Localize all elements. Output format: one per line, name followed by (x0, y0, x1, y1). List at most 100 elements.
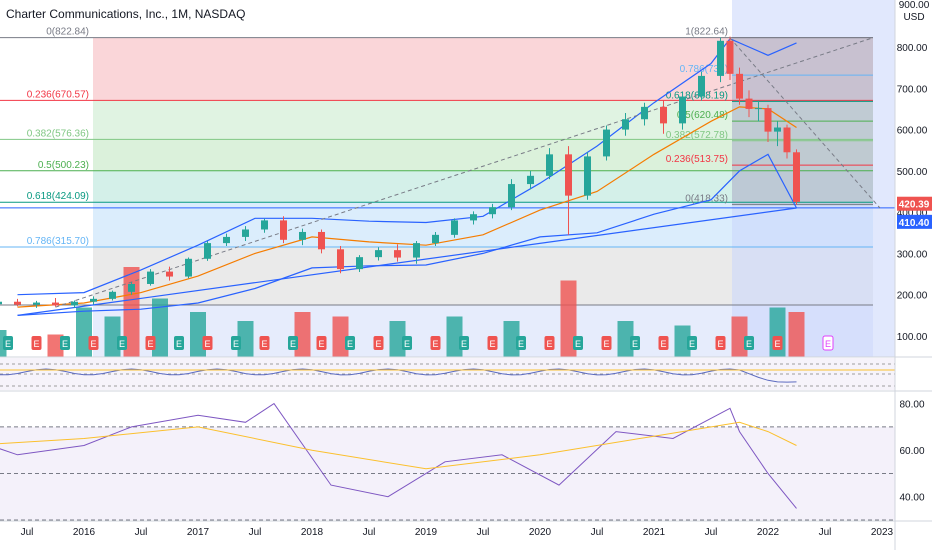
candle-body (660, 106, 667, 124)
candle (33, 300, 40, 308)
earnings-letter: E (375, 339, 381, 349)
x-tick-label: Jul (249, 527, 262, 538)
volume-bar (446, 316, 463, 357)
moving-average (17, 106, 797, 308)
earnings-marker: E (573, 336, 583, 350)
earnings-marker: E (430, 336, 441, 350)
earnings-marker: E (516, 336, 526, 350)
indicator2-y-tick: 80.00 (899, 400, 924, 411)
candle (356, 255, 363, 273)
candle-body (470, 214, 477, 221)
earnings-badge (145, 336, 156, 350)
indicator1-line (0, 368, 797, 383)
fib-right-label: 0.786(732) (680, 64, 728, 75)
candle-body (489, 207, 496, 215)
candle-body (736, 73, 743, 99)
candle (318, 229, 325, 254)
earnings-badge (744, 336, 754, 350)
price-y-tick: 600.00 (897, 126, 928, 137)
candle (90, 296, 97, 305)
candle-body (33, 302, 40, 305)
earnings-letter: E (575, 339, 581, 349)
candle-body (242, 229, 249, 237)
fib-level-label: 0.786(315.70) (27, 236, 89, 247)
candle-body (764, 108, 772, 132)
earnings-marker: E (601, 336, 612, 350)
candle-body (565, 154, 572, 196)
earnings-badge (715, 336, 726, 350)
candle (432, 231, 439, 246)
candle (641, 102, 648, 126)
volume-bar (503, 321, 520, 357)
x-tick-label: Jul (363, 527, 376, 538)
chart-title: Charter Communications, Inc., 1M, NASDAQ (6, 7, 245, 21)
x-tick-label: 2020 (529, 527, 552, 538)
candle-body (774, 127, 781, 132)
fib-right-label: 0.236(513.75) (666, 154, 728, 165)
volume-bar (237, 321, 254, 357)
x-tick-label: 2019 (415, 527, 438, 538)
earnings-marker: E (202, 336, 213, 350)
candle (736, 67, 743, 105)
x-tick-label: 2017 (187, 527, 210, 538)
earnings-marker: E (259, 336, 270, 350)
candle (764, 104, 772, 142)
last-price-badge: 420.39 (897, 196, 932, 211)
candle (204, 241, 211, 261)
candle (0, 301, 2, 305)
earnings-marker: E (373, 336, 384, 350)
price-badges: 420.39 410.40 (897, 196, 932, 229)
fib-level-label: 0.618(424.09) (27, 191, 89, 202)
candle (717, 37, 724, 83)
candle-body (679, 96, 686, 124)
fib-level-label: 0.236(670.57) (27, 89, 89, 100)
earnings-marker: E (174, 336, 184, 350)
x-tick-label: 2022 (757, 527, 780, 538)
x-tick-label: 2023 (871, 527, 894, 538)
ma-value-badge-bg (897, 214, 932, 229)
earnings-badge (658, 336, 669, 350)
candle-body (90, 298, 97, 302)
earnings-marker: E (3, 336, 13, 350)
candle-body (109, 291, 116, 299)
earnings-badge (544, 336, 555, 350)
candle (128, 282, 135, 295)
earnings-marker: E (630, 336, 640, 350)
earnings-marker: E (487, 336, 498, 350)
fib-right-label: 0.382(572.78) (666, 130, 728, 141)
candle-body (527, 175, 534, 185)
fib-right-label: 0.5(620.48) (677, 110, 728, 121)
earnings-letter: E (62, 339, 68, 349)
candle (527, 170, 534, 190)
earnings-marker: E (145, 336, 156, 350)
x-tick-label: Jul (21, 527, 34, 538)
earnings-badge (772, 336, 783, 350)
candle-body (546, 154, 553, 176)
indicator2-y-tick: 60.00 (899, 446, 924, 457)
earnings-letter: E (518, 339, 524, 349)
earnings-letter: E (660, 339, 666, 349)
candle (223, 233, 230, 246)
candle (622, 113, 629, 136)
earnings-badge (573, 336, 583, 350)
earnings-letter: E (176, 339, 182, 349)
candle (508, 179, 515, 211)
candle-body (451, 220, 458, 235)
candle-body (318, 231, 325, 250)
earnings-letter: E (147, 339, 153, 349)
candle-body (413, 243, 420, 258)
top-price-label: 900.00 (899, 0, 930, 11)
candle-body (128, 283, 135, 292)
candle (584, 152, 591, 200)
candle-body (280, 220, 287, 240)
x-tick-label: Jul (135, 527, 148, 538)
x-tick-label: Jul (705, 527, 718, 538)
candle-body (14, 301, 21, 305)
earnings-badge (402, 336, 412, 350)
candle (337, 245, 344, 274)
earnings-badge (601, 336, 612, 350)
earnings-letter: E (233, 339, 239, 349)
candle-body (166, 271, 173, 277)
